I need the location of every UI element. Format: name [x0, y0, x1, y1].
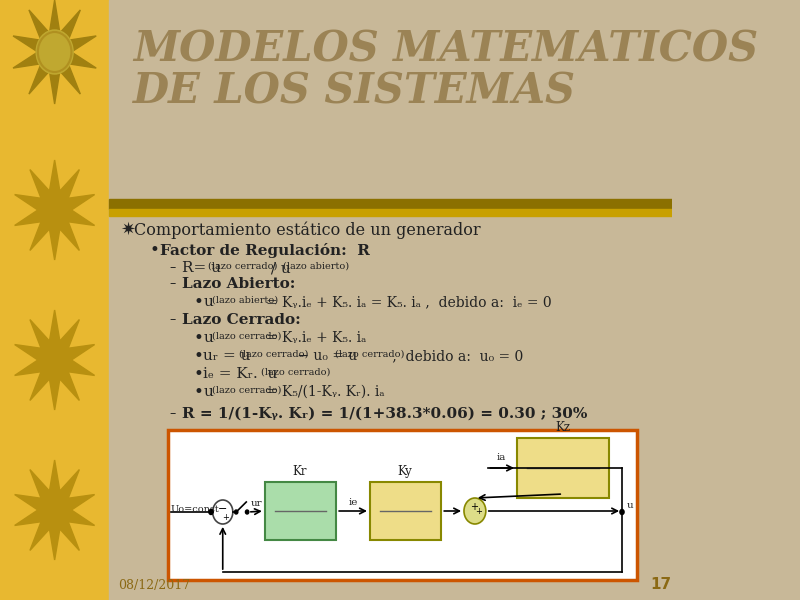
Text: u: u: [203, 331, 214, 345]
Text: •: •: [150, 241, 159, 259]
Text: / u: / u: [266, 261, 291, 275]
Bar: [265, 482, 336, 540]
Text: − u₀ = u: − u₀ = u: [294, 349, 358, 363]
Text: Comportamiento estático de un generador: Comportamiento estático de un generador: [134, 221, 481, 239]
Circle shape: [209, 509, 213, 514]
Text: •: •: [194, 293, 203, 311]
Text: (lazo cerrado): (lazo cerrado): [212, 331, 281, 340]
Polygon shape: [14, 160, 94, 260]
Text: DE LOS SISTEMAS: DE LOS SISTEMAS: [133, 71, 576, 113]
Text: (lazo cerrado): (lazo cerrado): [209, 262, 278, 271]
Text: iₑ = Kᵣ.  u: iₑ = Kᵣ. u: [203, 367, 278, 381]
Circle shape: [213, 500, 233, 524]
Text: −: −: [218, 504, 227, 514]
Text: •: •: [194, 383, 203, 401]
Text: •: •: [194, 347, 203, 365]
Text: 08/12/2017: 08/12/2017: [118, 579, 190, 592]
Text: Factor de Regulación:  R: Factor de Regulación: R: [160, 242, 370, 257]
Text: u: u: [203, 385, 214, 399]
Text: (lazo cerrado): (lazo cerrado): [212, 385, 281, 395]
Text: Ky: Ky: [398, 465, 413, 478]
Circle shape: [234, 510, 238, 514]
Text: Kz: Kz: [556, 421, 570, 434]
Text: R = 1/(1-Kᵧ. Kᵣ) = 1/(1+38.3*0.06) = 0.30 ; 30%: R = 1/(1-Kᵧ. Kᵣ) = 1/(1+38.3*0.06) = 0.3…: [182, 407, 588, 421]
Text: ie: ie: [348, 498, 358, 507]
Polygon shape: [14, 460, 94, 560]
Polygon shape: [14, 310, 94, 410]
Text: Lazo Cerrado:: Lazo Cerrado:: [182, 313, 301, 327]
Text: u: u: [627, 501, 634, 510]
Text: = Kᵧ.iₑ + K₅. iₐ: = Kᵧ.iₑ + K₅. iₐ: [266, 331, 367, 345]
Text: Kr: Kr: [293, 465, 307, 478]
Circle shape: [36, 30, 73, 74]
Text: R= u: R= u: [182, 261, 222, 275]
Bar: [517, 438, 610, 498]
Text: ur: ur: [250, 499, 262, 508]
Bar: [0, 0, 110, 600]
Text: +: +: [222, 512, 229, 521]
Text: (lazo abierto): (lazo abierto): [212, 295, 278, 304]
Text: (lazo cerrado): (lazo cerrado): [238, 349, 308, 358]
Text: ✷: ✷: [120, 221, 135, 239]
Text: ,  debido a:  u₀ = 0: , debido a: u₀ = 0: [388, 349, 523, 363]
Text: –: –: [170, 313, 176, 326]
Circle shape: [620, 509, 624, 514]
Text: u: u: [203, 295, 214, 309]
Text: (lazo cerrado): (lazo cerrado): [261, 367, 330, 377]
Text: •: •: [194, 365, 203, 383]
Circle shape: [246, 510, 249, 514]
Text: Uo=const: Uo=const: [170, 505, 219, 514]
Bar: [110, 209, 673, 216]
Bar: [370, 482, 442, 540]
Text: 17: 17: [650, 577, 671, 592]
Text: –: –: [170, 277, 176, 290]
Text: = Kᵧ.iₑ + K₅. iₐ = K₅. iₐ ,  debido a:  iₑ = 0: = Kᵧ.iₑ + K₅. iₐ = K₅. iₐ , debido a: iₑ…: [266, 295, 552, 309]
Text: = K₅/(1-Kᵧ. Kᵣ). iₐ: = K₅/(1-Kᵧ. Kᵣ). iₐ: [266, 385, 385, 399]
Text: –: –: [170, 407, 176, 421]
Text: ia: ia: [497, 453, 506, 462]
Text: +: +: [475, 508, 482, 517]
Text: uᵣ = u: uᵣ = u: [203, 349, 251, 363]
Bar: [110, 199, 673, 209]
Bar: [110, 0, 673, 600]
Text: Lazo Abierto:: Lazo Abierto:: [182, 277, 296, 291]
Text: (lazo abierto): (lazo abierto): [283, 262, 350, 271]
Text: (lazo cerrado): (lazo cerrado): [334, 349, 404, 358]
Bar: [168, 430, 637, 580]
Text: +: +: [470, 502, 478, 512]
Text: MODELOS MATEMATICOS: MODELOS MATEMATICOS: [133, 29, 758, 71]
Text: •: •: [194, 329, 203, 347]
Circle shape: [464, 498, 486, 524]
Text: –: –: [170, 262, 176, 275]
Polygon shape: [13, 0, 96, 104]
